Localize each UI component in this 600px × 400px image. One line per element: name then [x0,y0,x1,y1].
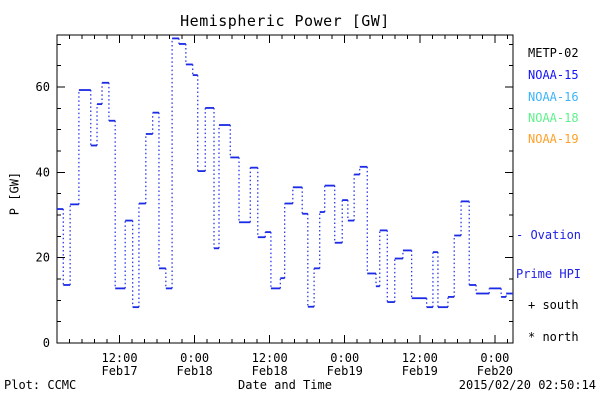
axis-box [56,34,514,344]
x-tick-date-label: Feb17 [101,364,137,378]
legend-item-noaa16: NOAA-16 [528,90,579,104]
x-tick-time-label: 0:00 [330,351,359,365]
north-marker-note: * north [528,330,579,344]
x-tick-date-label: Feb18 [252,364,288,378]
x-tick-date-label: Feb19 [327,364,363,378]
x-tick-date-label: Feb18 [177,364,213,378]
plot-credit: Plot: CCMC [4,378,77,392]
y-tick-label: 40 [36,165,50,179]
x-tick-time-label: 0:00 [180,351,209,365]
ovation-line1: - Ovation [516,228,582,242]
x-tick-time-label: 0:00 [480,351,509,365]
legend-item-noaa15: NOAA-15 [528,68,579,82]
page-title: Hemispheric Power [GW] [180,12,390,30]
legend-item-metp02: METP-02 [528,46,579,60]
x-tick-time-label: 12:00 [101,351,137,365]
x-axis-title: Date and Time [238,378,332,392]
y-tick-label: 0 [43,336,50,350]
x-tick-date-label: Feb19 [402,364,438,378]
y-tick-label: 20 [36,251,50,265]
x-tick-date-label: Feb20 [477,364,513,378]
y-tick-label: 60 [36,80,50,94]
legend-item-noaa19: NOAA-19 [528,132,579,146]
ovation-line2: Prime HPI [516,267,582,281]
legend-item-noaa18: NOAA-18 [528,111,579,125]
south-marker-note: + south [528,298,579,312]
x-tick-time-label: 12:00 [402,351,438,365]
ovation-prime-hpi-label: - Ovation Prime HPI [516,203,581,307]
x-tick-time-label: 12:00 [252,351,288,365]
plot-timestamp: 2015/02/20 02:50:14 [458,378,596,392]
